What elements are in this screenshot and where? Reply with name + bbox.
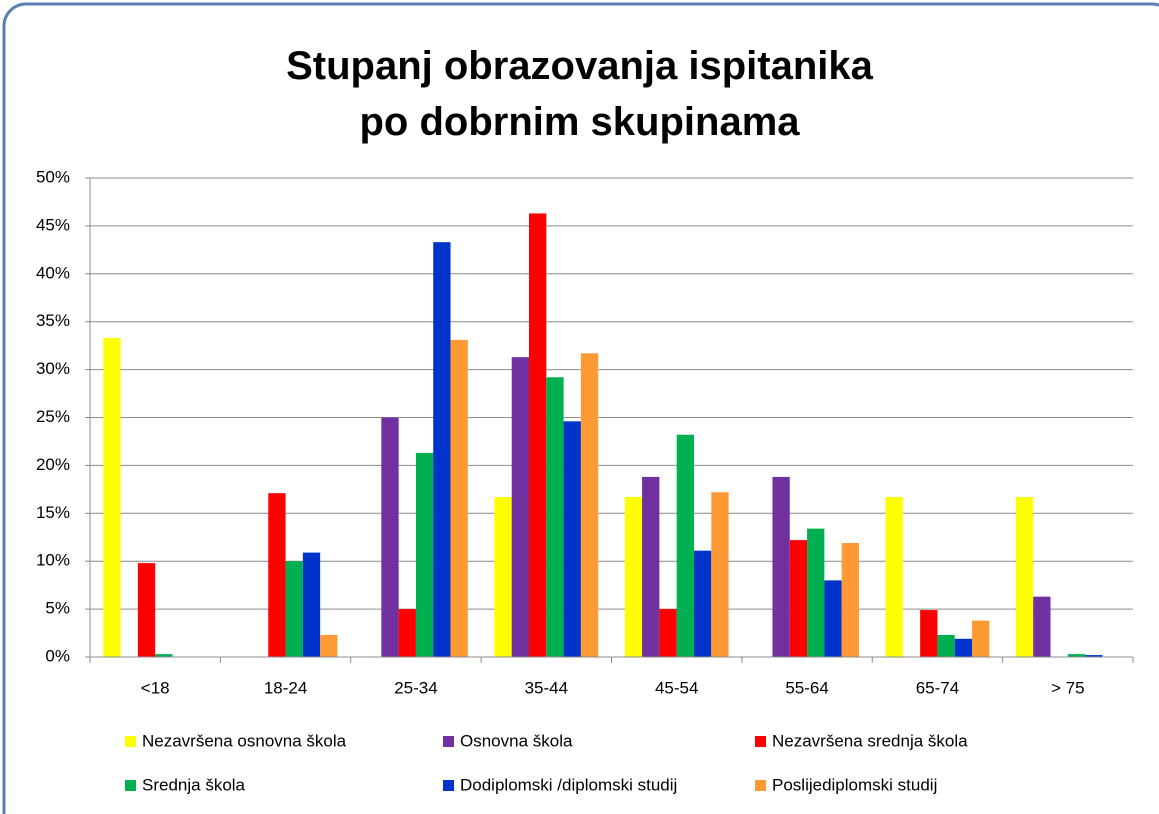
y-tick-label: 5% xyxy=(45,599,70,618)
legend-swatch xyxy=(125,736,136,747)
bar xyxy=(954,638,973,657)
chart-title: Stupanj obrazovanja ispitanika po dobrni… xyxy=(286,44,873,144)
bar xyxy=(1085,655,1103,657)
bar xyxy=(972,620,990,657)
bar xyxy=(711,492,729,657)
bar xyxy=(381,417,399,657)
bar xyxy=(642,476,660,657)
bar xyxy=(511,357,530,657)
title-box: Stupanj obrazovanja ispitanika po dobrni… xyxy=(0,38,1159,150)
y-tick-label: 25% xyxy=(36,407,70,426)
y-tick-label: 35% xyxy=(36,311,70,330)
bar xyxy=(563,421,581,657)
x-tick-label: 18-24 xyxy=(264,678,307,697)
x-tick-label: 55-64 xyxy=(785,678,828,697)
legend-label: Dodiplomski /diplomski studij xyxy=(460,775,677,794)
bar xyxy=(624,497,643,657)
bar xyxy=(693,550,712,657)
bar xyxy=(841,542,859,657)
bar xyxy=(285,561,303,657)
legend-swatch xyxy=(125,780,136,791)
y-tick-label: 20% xyxy=(36,455,70,474)
bar xyxy=(155,654,173,657)
bar xyxy=(415,452,434,657)
bar xyxy=(789,540,808,657)
bar xyxy=(824,580,842,657)
x-tick-label: 35-44 xyxy=(525,678,568,697)
bar xyxy=(268,493,286,657)
legend-label: Osnovna škola xyxy=(460,731,573,750)
x-tick-label: > 75 xyxy=(1051,678,1085,697)
bar xyxy=(546,377,564,657)
bar xyxy=(920,610,938,657)
bar xyxy=(433,242,451,657)
bar xyxy=(807,528,825,657)
y-tick-label: 10% xyxy=(36,551,70,570)
bar xyxy=(103,337,121,657)
bar xyxy=(1015,497,1034,657)
legend-label: Nezavršena osnovna škola xyxy=(142,731,347,750)
bar xyxy=(1033,596,1051,657)
bar xyxy=(676,434,694,657)
bar xyxy=(772,476,790,657)
y-tick-label: 45% xyxy=(36,215,70,234)
x-tick-label: 25-34 xyxy=(394,678,437,697)
bar xyxy=(580,353,599,657)
bar xyxy=(137,563,156,657)
x-tick-label: 45-54 xyxy=(655,678,698,697)
legend-label: Srednja škola xyxy=(142,775,246,794)
legend-label: Nezavršena srednja škola xyxy=(772,731,968,750)
bar xyxy=(529,213,547,658)
bar xyxy=(450,339,468,657)
bar xyxy=(1067,654,1086,657)
bar xyxy=(937,634,955,657)
y-tick-label: 40% xyxy=(36,263,70,282)
bar xyxy=(302,552,321,657)
legend-swatch xyxy=(755,780,766,791)
bar xyxy=(659,609,677,657)
x-tick-label: <18 xyxy=(141,678,170,697)
y-tick-label: 50% xyxy=(36,167,70,186)
x-tick-label: 65-74 xyxy=(916,678,959,697)
bar xyxy=(494,497,512,657)
y-tick-label: 0% xyxy=(45,646,70,665)
bar xyxy=(320,634,338,657)
y-tick-label: 15% xyxy=(36,503,70,522)
bar xyxy=(885,497,903,657)
legend-swatch xyxy=(443,780,454,791)
legend-label: Poslijediplomski studij xyxy=(772,775,937,794)
legend-swatch xyxy=(443,736,454,747)
y-tick-label: 30% xyxy=(36,359,70,378)
legend-swatch xyxy=(755,736,766,747)
bar xyxy=(398,609,416,657)
